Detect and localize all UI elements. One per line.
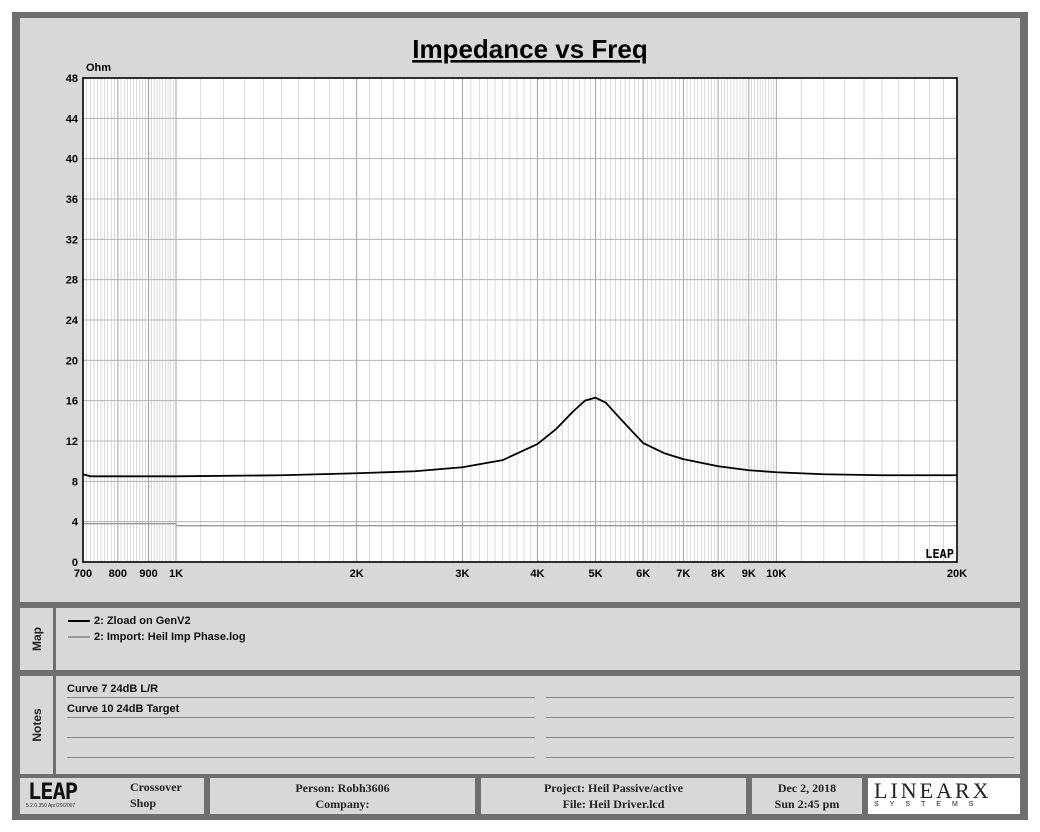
y-tick-label: 0	[72, 557, 78, 569]
x-tick-label: 10K	[766, 568, 786, 580]
notes-tab-label: Notes	[29, 708, 44, 742]
y-tick-label: 48	[66, 73, 78, 85]
series-line	[82, 396, 957, 478]
note-line	[67, 722, 535, 738]
x-tick-label: 7K	[676, 568, 690, 580]
x-tick-label: 8K	[711, 568, 725, 580]
footer-datetime: Dec 2, 2018 Sun 2:45 pm	[752, 778, 862, 814]
y-tick-label: 12	[66, 436, 78, 448]
linearx-logo: LINEARX	[874, 778, 992, 803]
y-tick-label: 32	[66, 234, 78, 246]
leap-corner-logo: LEAP	[925, 547, 954, 561]
y-tick-label: 44	[66, 113, 79, 125]
x-tick-label: 700	[74, 568, 92, 580]
y-tick-label: 20	[66, 355, 78, 367]
map-tab-label: Map	[29, 627, 44, 651]
footer-program: LEAP 5.2.0.350 Apr/29/2007 Crossover Sho…	[20, 778, 204, 814]
y-tick-label: 8	[72, 476, 78, 488]
x-tick-label: 800	[109, 568, 127, 580]
y-tick-label: 16	[66, 396, 78, 408]
notes-tab: Notes	[20, 676, 56, 774]
leap-logo: LEAP	[28, 780, 78, 805]
version-text: 5.2.0.350 Apr/29/2007	[26, 803, 76, 809]
y-tick-label: 36	[66, 194, 78, 206]
note-line	[546, 682, 1014, 698]
note-line	[67, 742, 535, 758]
y-tick-label: 24	[66, 315, 79, 327]
note-line	[546, 722, 1014, 738]
notes-panel: Notes Curve 7 24dB L/R Curve 10 24dB Tar…	[20, 676, 1020, 774]
y-tick-label: 28	[66, 275, 78, 287]
project-text: Project: Heil Passive/active	[543, 781, 684, 795]
y-tick-label: 40	[66, 154, 78, 166]
footer-brand: LINEARX SYSTEMS	[868, 778, 1020, 814]
x-tick-label: 1K	[169, 568, 183, 580]
linearx-subtitle: SYSTEMS	[874, 801, 985, 808]
x-tick-label: 5K	[589, 568, 603, 580]
chart-panel: Impedance vs Freq Ohm 0 4 8 12 16 20 24 28 32 36 40 4…	[20, 18, 1020, 602]
legend-entry: 2: Zload on GenV2	[68, 615, 191, 627]
legend-label: 2: Zload on GenV2	[94, 615, 191, 627]
x-tick-label: 3K	[455, 568, 469, 580]
footer-project: Project: Heil Passive/active File: Heil …	[481, 778, 746, 814]
note-line	[546, 702, 1014, 718]
plot-border	[82, 77, 958, 563]
person-text: Person: Robh3606	[295, 781, 390, 795]
x-tick-label: 6K	[636, 568, 650, 580]
time-text: Sun 2:45 pm	[774, 797, 840, 811]
company-text: Company:	[315, 797, 370, 811]
x-tick-label: 900	[139, 568, 157, 580]
file-text: File: Heil Driver.lcd	[562, 797, 665, 811]
note-line: Curve 10 24dB Target	[67, 702, 535, 718]
footer-person: Person: Robh3606 Company:	[210, 778, 475, 814]
impedance-chart: Impedance vs FreqOhm04812162024283236404…	[66, 34, 967, 580]
series-line	[83, 523, 957, 527]
x-tick-label: 2K	[350, 568, 364, 580]
x-tick-label: 20K	[947, 568, 967, 580]
x-tick-label: 9K	[742, 568, 756, 580]
note-line: Curve 7 24dB L/R	[67, 682, 535, 698]
legend-swatch	[68, 620, 90, 622]
y-tick-label: 4	[72, 517, 79, 529]
map-panel: Map 2: Zload on GenV2 2: Import: Heil Im…	[20, 608, 1020, 670]
x-tick-label: 4K	[530, 568, 544, 580]
legend-entry: 2: Import: Heil Imp Phase.log	[68, 631, 246, 643]
y-axis-label: Ohm	[86, 62, 111, 74]
note-line	[546, 742, 1014, 758]
program-name-line1: Crossover	[130, 780, 182, 794]
chart-title: Impedance vs Freq	[412, 34, 648, 64]
report-frame: Impedance vs Freq Ohm 0 4 8 12 16 20 24 28 32 36 40 4…	[12, 12, 1028, 820]
program-name-line2: Shop	[130, 796, 157, 810]
legend-swatch	[68, 636, 90, 638]
date-text: Dec 2, 2018	[777, 781, 837, 795]
map-tab: Map	[20, 608, 56, 670]
legend-label: 2: Import: Heil Imp Phase.log	[94, 631, 246, 643]
